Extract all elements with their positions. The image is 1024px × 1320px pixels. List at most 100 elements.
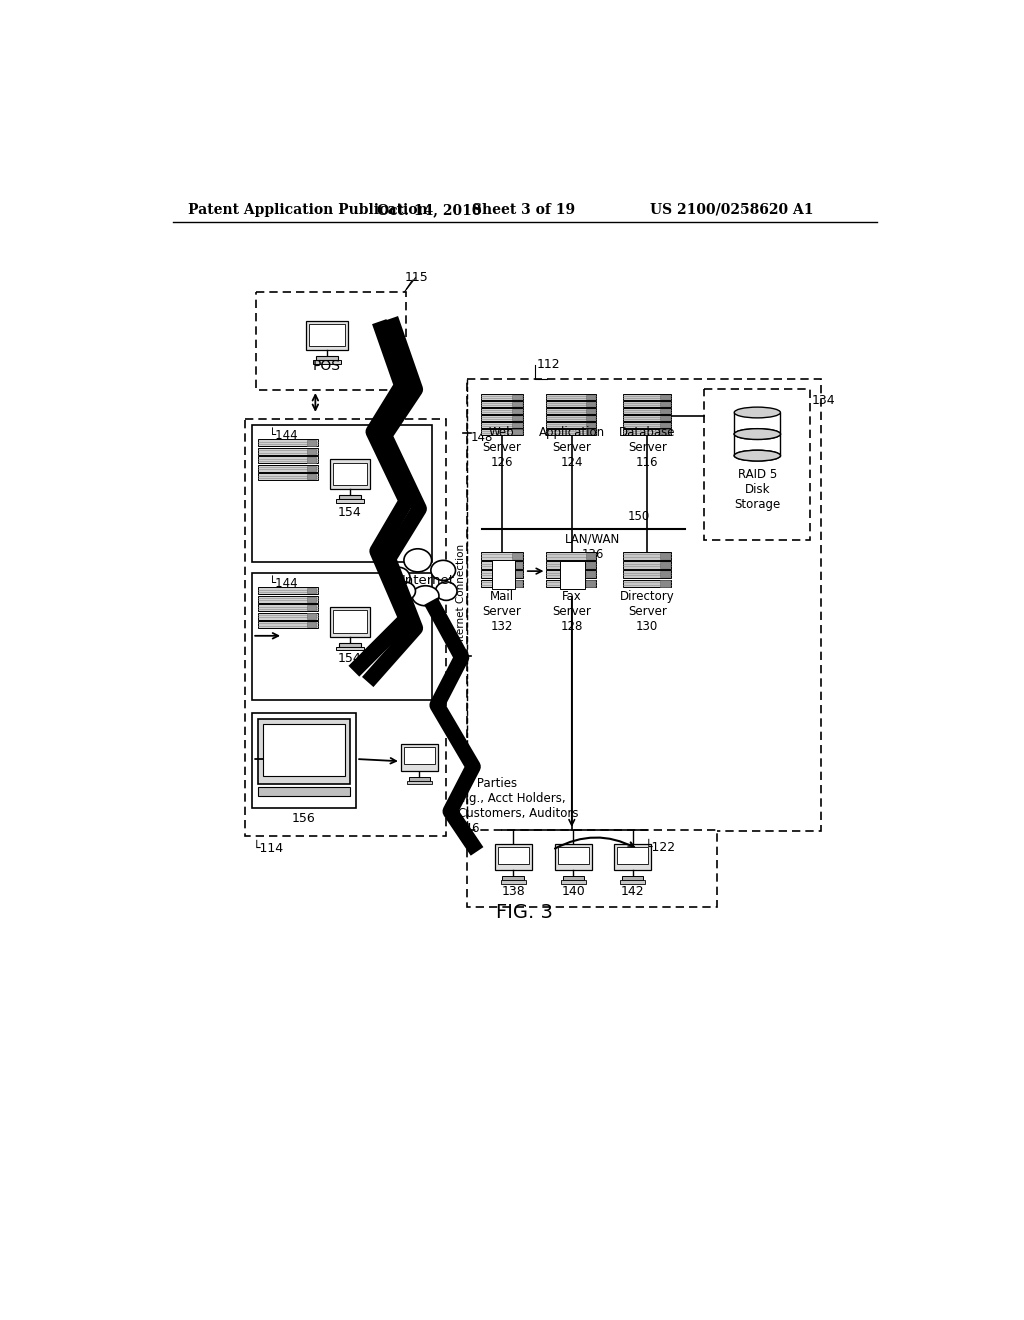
- Bar: [481, 414, 523, 421]
- Bar: [512, 581, 521, 586]
- Bar: [624, 408, 671, 414]
- Bar: [624, 401, 671, 407]
- Text: 156: 156: [292, 812, 315, 825]
- Text: └122: └122: [645, 841, 676, 854]
- Bar: [501, 880, 525, 884]
- Bar: [547, 579, 596, 587]
- Text: Sheet 3 of 19: Sheet 3 of 19: [472, 203, 574, 216]
- Bar: [624, 570, 671, 578]
- Bar: [258, 612, 317, 619]
- Bar: [333, 610, 367, 632]
- Ellipse shape: [394, 582, 416, 601]
- Bar: [586, 581, 595, 586]
- Bar: [481, 570, 523, 578]
- Bar: [252, 713, 356, 808]
- Bar: [624, 414, 671, 421]
- Ellipse shape: [734, 450, 780, 461]
- Bar: [481, 401, 523, 407]
- Bar: [586, 429, 595, 434]
- Ellipse shape: [412, 586, 439, 606]
- Bar: [407, 780, 432, 784]
- Bar: [547, 561, 596, 569]
- Bar: [307, 589, 316, 594]
- Text: Fax
Server
128: Fax Server 128: [552, 590, 591, 634]
- Bar: [258, 622, 317, 628]
- Bar: [467, 379, 821, 832]
- Bar: [263, 723, 345, 776]
- Text: 154: 154: [338, 506, 361, 519]
- Bar: [258, 605, 317, 611]
- Bar: [624, 422, 671, 428]
- Text: 142: 142: [621, 884, 644, 898]
- Bar: [512, 553, 521, 558]
- Ellipse shape: [435, 582, 457, 601]
- Bar: [258, 587, 317, 594]
- Bar: [624, 395, 671, 400]
- Text: 140: 140: [561, 884, 585, 898]
- Bar: [512, 416, 521, 420]
- Bar: [547, 401, 596, 407]
- Bar: [336, 647, 364, 651]
- Text: 148: 148: [471, 430, 494, 444]
- Bar: [245, 418, 446, 836]
- Text: 134: 134: [812, 395, 836, 407]
- Bar: [547, 414, 596, 421]
- Bar: [622, 876, 643, 880]
- Text: POS: POS: [313, 359, 341, 374]
- Bar: [558, 847, 589, 863]
- Bar: [660, 395, 670, 400]
- Bar: [258, 474, 317, 480]
- Bar: [252, 425, 432, 562]
- Ellipse shape: [734, 429, 780, 440]
- Bar: [547, 429, 596, 434]
- Bar: [512, 422, 521, 428]
- Text: Directory
Server
130: Directory Server 130: [620, 590, 675, 634]
- Text: 115: 115: [404, 271, 428, 284]
- Bar: [660, 572, 670, 577]
- Bar: [705, 389, 810, 540]
- Bar: [586, 416, 595, 420]
- Bar: [307, 605, 316, 610]
- Bar: [617, 847, 648, 863]
- Bar: [481, 429, 523, 434]
- Text: Database
Server
116: Database Server 116: [618, 426, 676, 470]
- Bar: [660, 562, 670, 568]
- Bar: [547, 422, 596, 428]
- Bar: [252, 573, 432, 700]
- Text: Oct. 14, 2010: Oct. 14, 2010: [377, 203, 481, 216]
- Bar: [660, 401, 670, 407]
- Bar: [624, 561, 671, 569]
- Bar: [621, 880, 645, 884]
- Bar: [481, 561, 523, 569]
- Bar: [561, 880, 586, 884]
- Bar: [512, 401, 521, 407]
- Bar: [403, 747, 435, 764]
- Bar: [258, 465, 317, 471]
- Bar: [498, 847, 528, 863]
- Bar: [624, 579, 671, 587]
- Text: Mail
Server
132: Mail Server 132: [482, 590, 521, 634]
- Text: └114: └114: [252, 842, 284, 855]
- Bar: [409, 776, 430, 780]
- Bar: [307, 466, 316, 471]
- Bar: [307, 614, 316, 619]
- Bar: [495, 843, 531, 870]
- Bar: [307, 441, 316, 446]
- Text: └144: └144: [269, 429, 299, 442]
- Bar: [586, 401, 595, 407]
- Bar: [586, 562, 595, 568]
- Bar: [481, 422, 523, 428]
- Bar: [547, 570, 596, 578]
- Bar: [492, 560, 515, 589]
- Bar: [258, 719, 350, 784]
- Bar: [560, 561, 585, 589]
- Bar: [339, 495, 360, 499]
- Bar: [330, 607, 370, 636]
- Text: 3ʳᵈ Parties
e.g., Acct Holders,
Customers, Auditors
146: 3ʳᵈ Parties e.g., Acct Holders, Customer…: [458, 776, 579, 834]
- Bar: [660, 581, 670, 586]
- Bar: [660, 416, 670, 420]
- Bar: [307, 622, 316, 627]
- Bar: [503, 876, 524, 880]
- Bar: [512, 572, 521, 577]
- Text: Application
Server
124: Application Server 124: [539, 426, 605, 470]
